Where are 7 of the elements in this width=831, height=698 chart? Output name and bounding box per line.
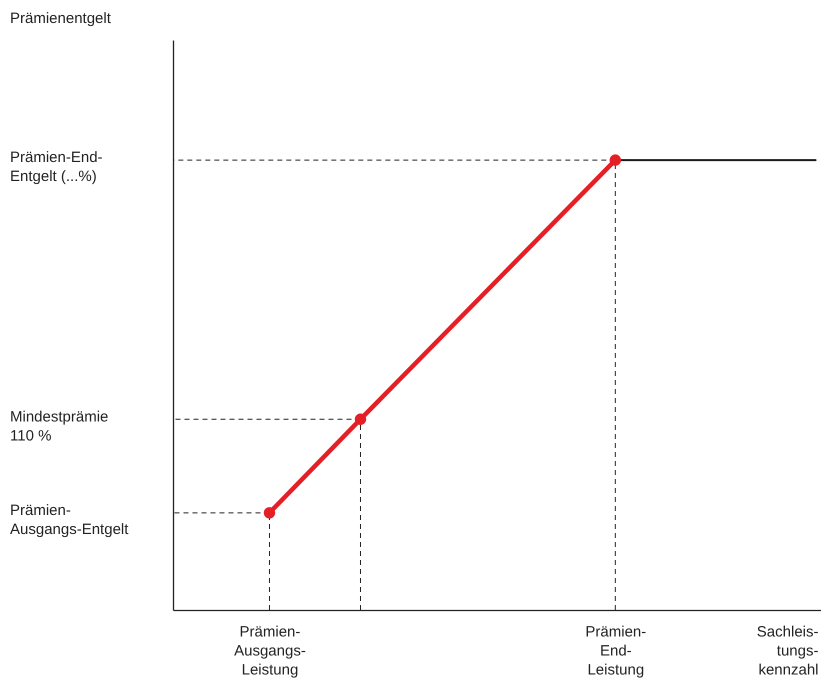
x-tick-label: Prämien- End- Leistung xyxy=(585,624,646,678)
text: Prämienentgelt xyxy=(10,10,112,27)
text: Mindestprämie 110 % xyxy=(10,408,108,444)
text: Prämien-End- Entgelt (...%) xyxy=(10,149,103,186)
x-axis-title: Sachleis- tungs- kennzahl xyxy=(756,624,818,678)
x-tick-label: Prämien- Ausgangs- Leistung xyxy=(234,624,306,678)
text: Prämien- Ausgangs-Entgelt xyxy=(10,502,130,538)
